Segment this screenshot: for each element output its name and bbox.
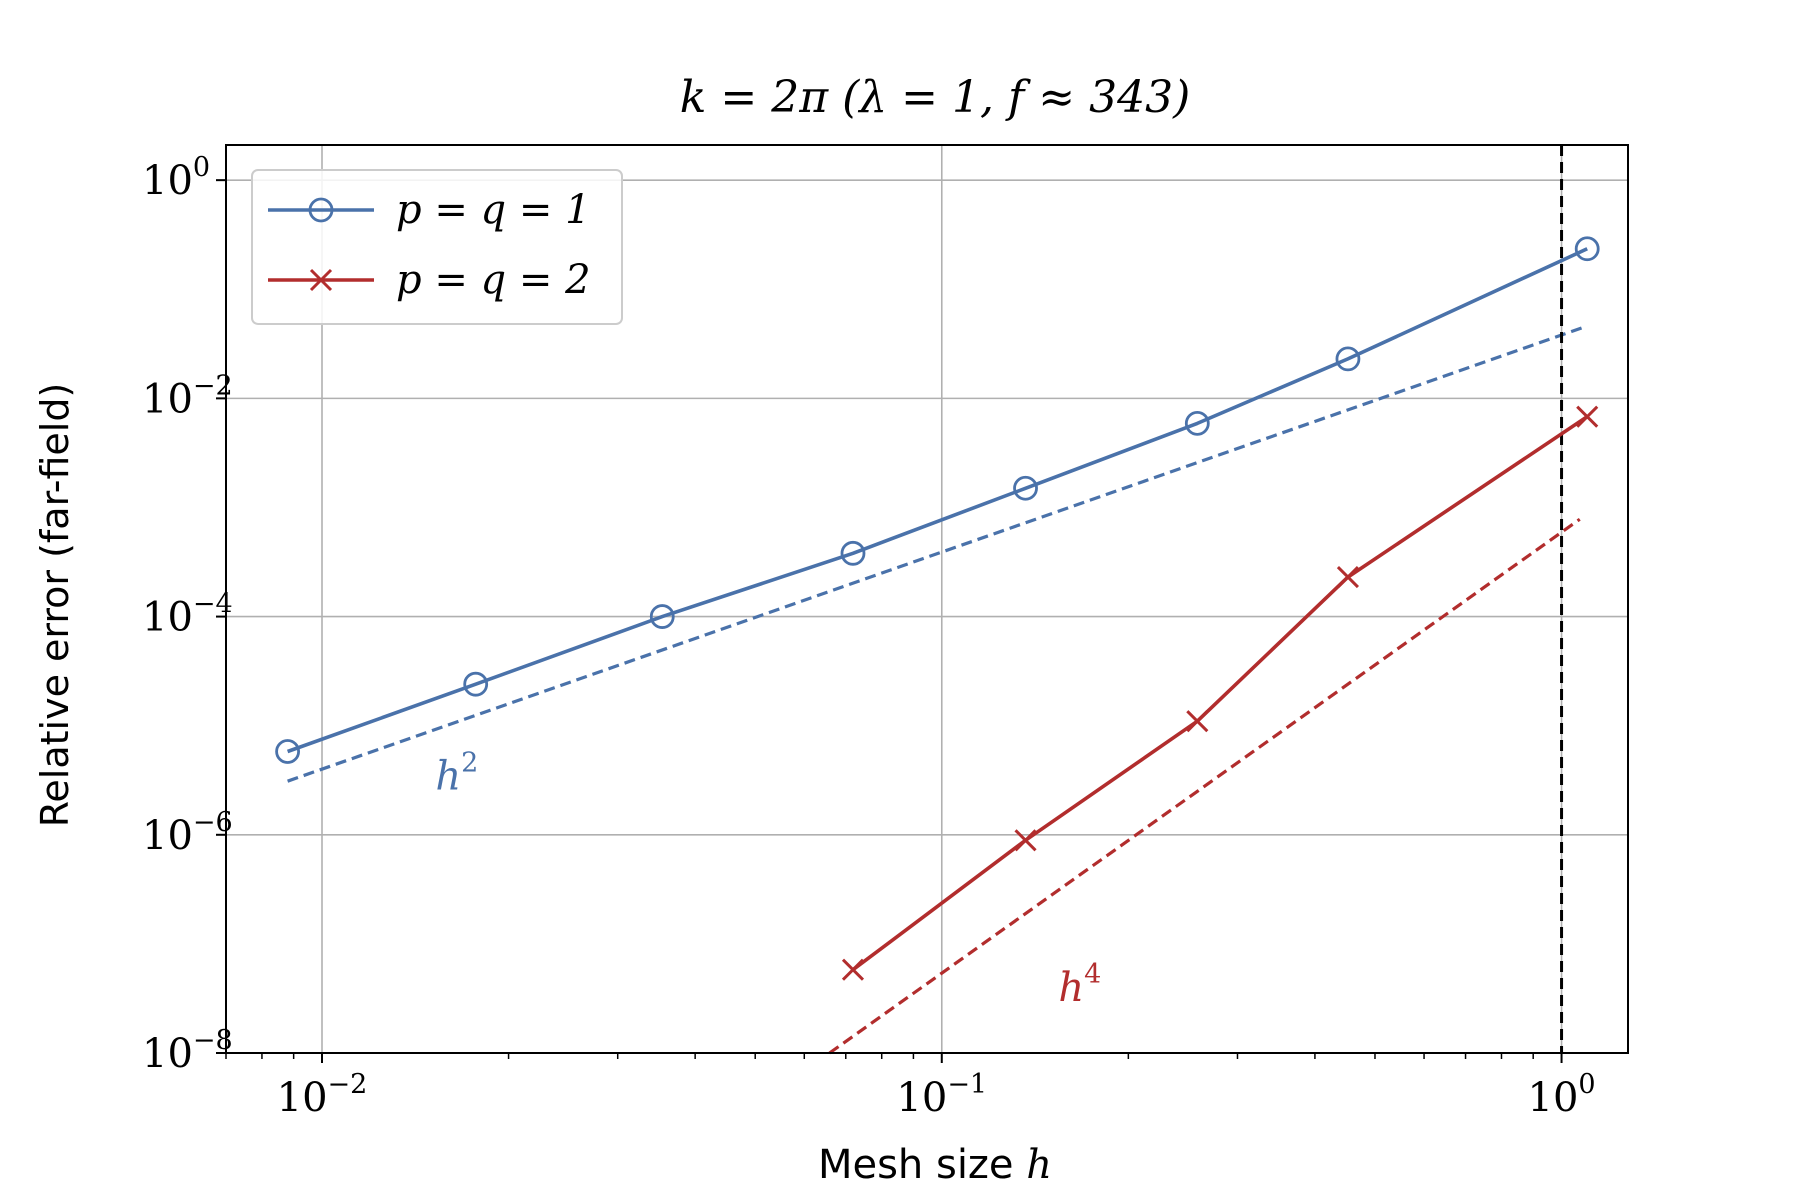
y-tick-label-4: 100 [142,152,210,204]
y-axis-label: Relative error (far-field) [33,383,77,828]
reference-label-h4: h4 [1058,959,1101,1011]
series-2-point-0-stroke-b [841,958,865,981]
reference-label-base-1: h [1058,965,1084,1011]
series-2-point-3 [1336,566,1359,589]
series-1-point-2 [649,604,675,629]
y-tick-label-exponent-2: −4 [193,589,233,620]
y-tick-label-exponent-3: −2 [193,370,233,401]
y-tick-label-base-4: 10 [142,158,193,204]
series-2-point-4-stroke-b [1576,405,1599,428]
chart-title: k = 2π (λ = 1, f ≈ 343) [680,72,1191,123]
y-tick-label-0: 10−8 [142,1025,233,1077]
series-2-point-1-stroke-b [1014,829,1037,852]
y-tick-label-1: 10−6 [142,807,233,859]
x-tick-label-base-1: 10 [896,1075,947,1121]
series-2-point-2-stroke-b [1186,710,1209,733]
x-axis-label-text: Mesh size [818,1142,1026,1188]
reference-label-exponent-0: 2 [461,748,478,779]
x-tick-label-exponent-0: −2 [328,1069,368,1100]
legend-swatch-marker-1 [308,197,334,223]
legend-entry-2: p = q = 2 [396,257,591,303]
reference-lines [287,324,1588,1055]
y-tick-label-exponent-1: −6 [193,807,233,838]
x-tick-label-base-0: 10 [277,1075,328,1121]
x-tick-label-exponent-1: −1 [947,1069,987,1100]
y-tick-label-exponent-4: 0 [193,152,210,183]
y-tick-label-base-2: 10 [142,595,193,641]
series-1-point-6 [1335,346,1361,372]
x-axis-label-variable: h [1026,1142,1052,1188]
legend-swatch-marker-2-stroke-b [309,268,333,292]
reference-label-base-0: h [435,754,461,800]
series-2-point-3-stroke-b [1336,566,1359,589]
series-1-point-5 [1184,410,1210,436]
x-tick-label-exponent-2: 0 [1578,1069,1595,1100]
series-1-point-3 [840,540,866,566]
x-tick-label-1: 10−1 [896,1069,987,1121]
y-tick-label-base-1: 10 [142,813,193,859]
reference-line-h4 [828,517,1581,1055]
legend-swatch-marker-2 [309,268,333,292]
legend-entry-1: p = q = 1 [396,187,591,233]
axes-frame [225,144,1629,1054]
y-tick-label-3: 10−2 [142,370,233,422]
x-axis-label: Mesh size h [818,1142,1052,1188]
legend: p = q = 1 p = q = 2 [251,169,623,325]
series-2-point-0 [841,958,865,981]
y-tick-label-base-0: 10 [142,1031,193,1077]
y-tick-label-2: 10−4 [142,589,233,641]
x-tick-label-0: 10−2 [277,1069,368,1121]
series-2-point-2 [1186,710,1209,733]
data-series [275,236,1600,981]
reference-label-exponent-1: 4 [1084,959,1101,990]
y-tick-label-exponent-0: −8 [193,1025,233,1056]
series-1-point-1 [463,671,489,697]
reference-label-h2: h2 [435,748,478,800]
reference-line-h2 [287,324,1588,783]
series-2-point-1 [1014,829,1037,852]
series-1-line [286,247,1588,754]
series-1-point-0 [275,739,300,764]
x-tick-label-2: 100 [1528,1069,1596,1121]
series-1-point-7 [1574,236,1600,262]
series-1-point-4 [1013,475,1038,501]
series-2-point-4 [1576,405,1599,428]
x-tick-label-base-2: 10 [1528,1075,1579,1121]
y-tick-label-base-3: 10 [142,376,193,422]
